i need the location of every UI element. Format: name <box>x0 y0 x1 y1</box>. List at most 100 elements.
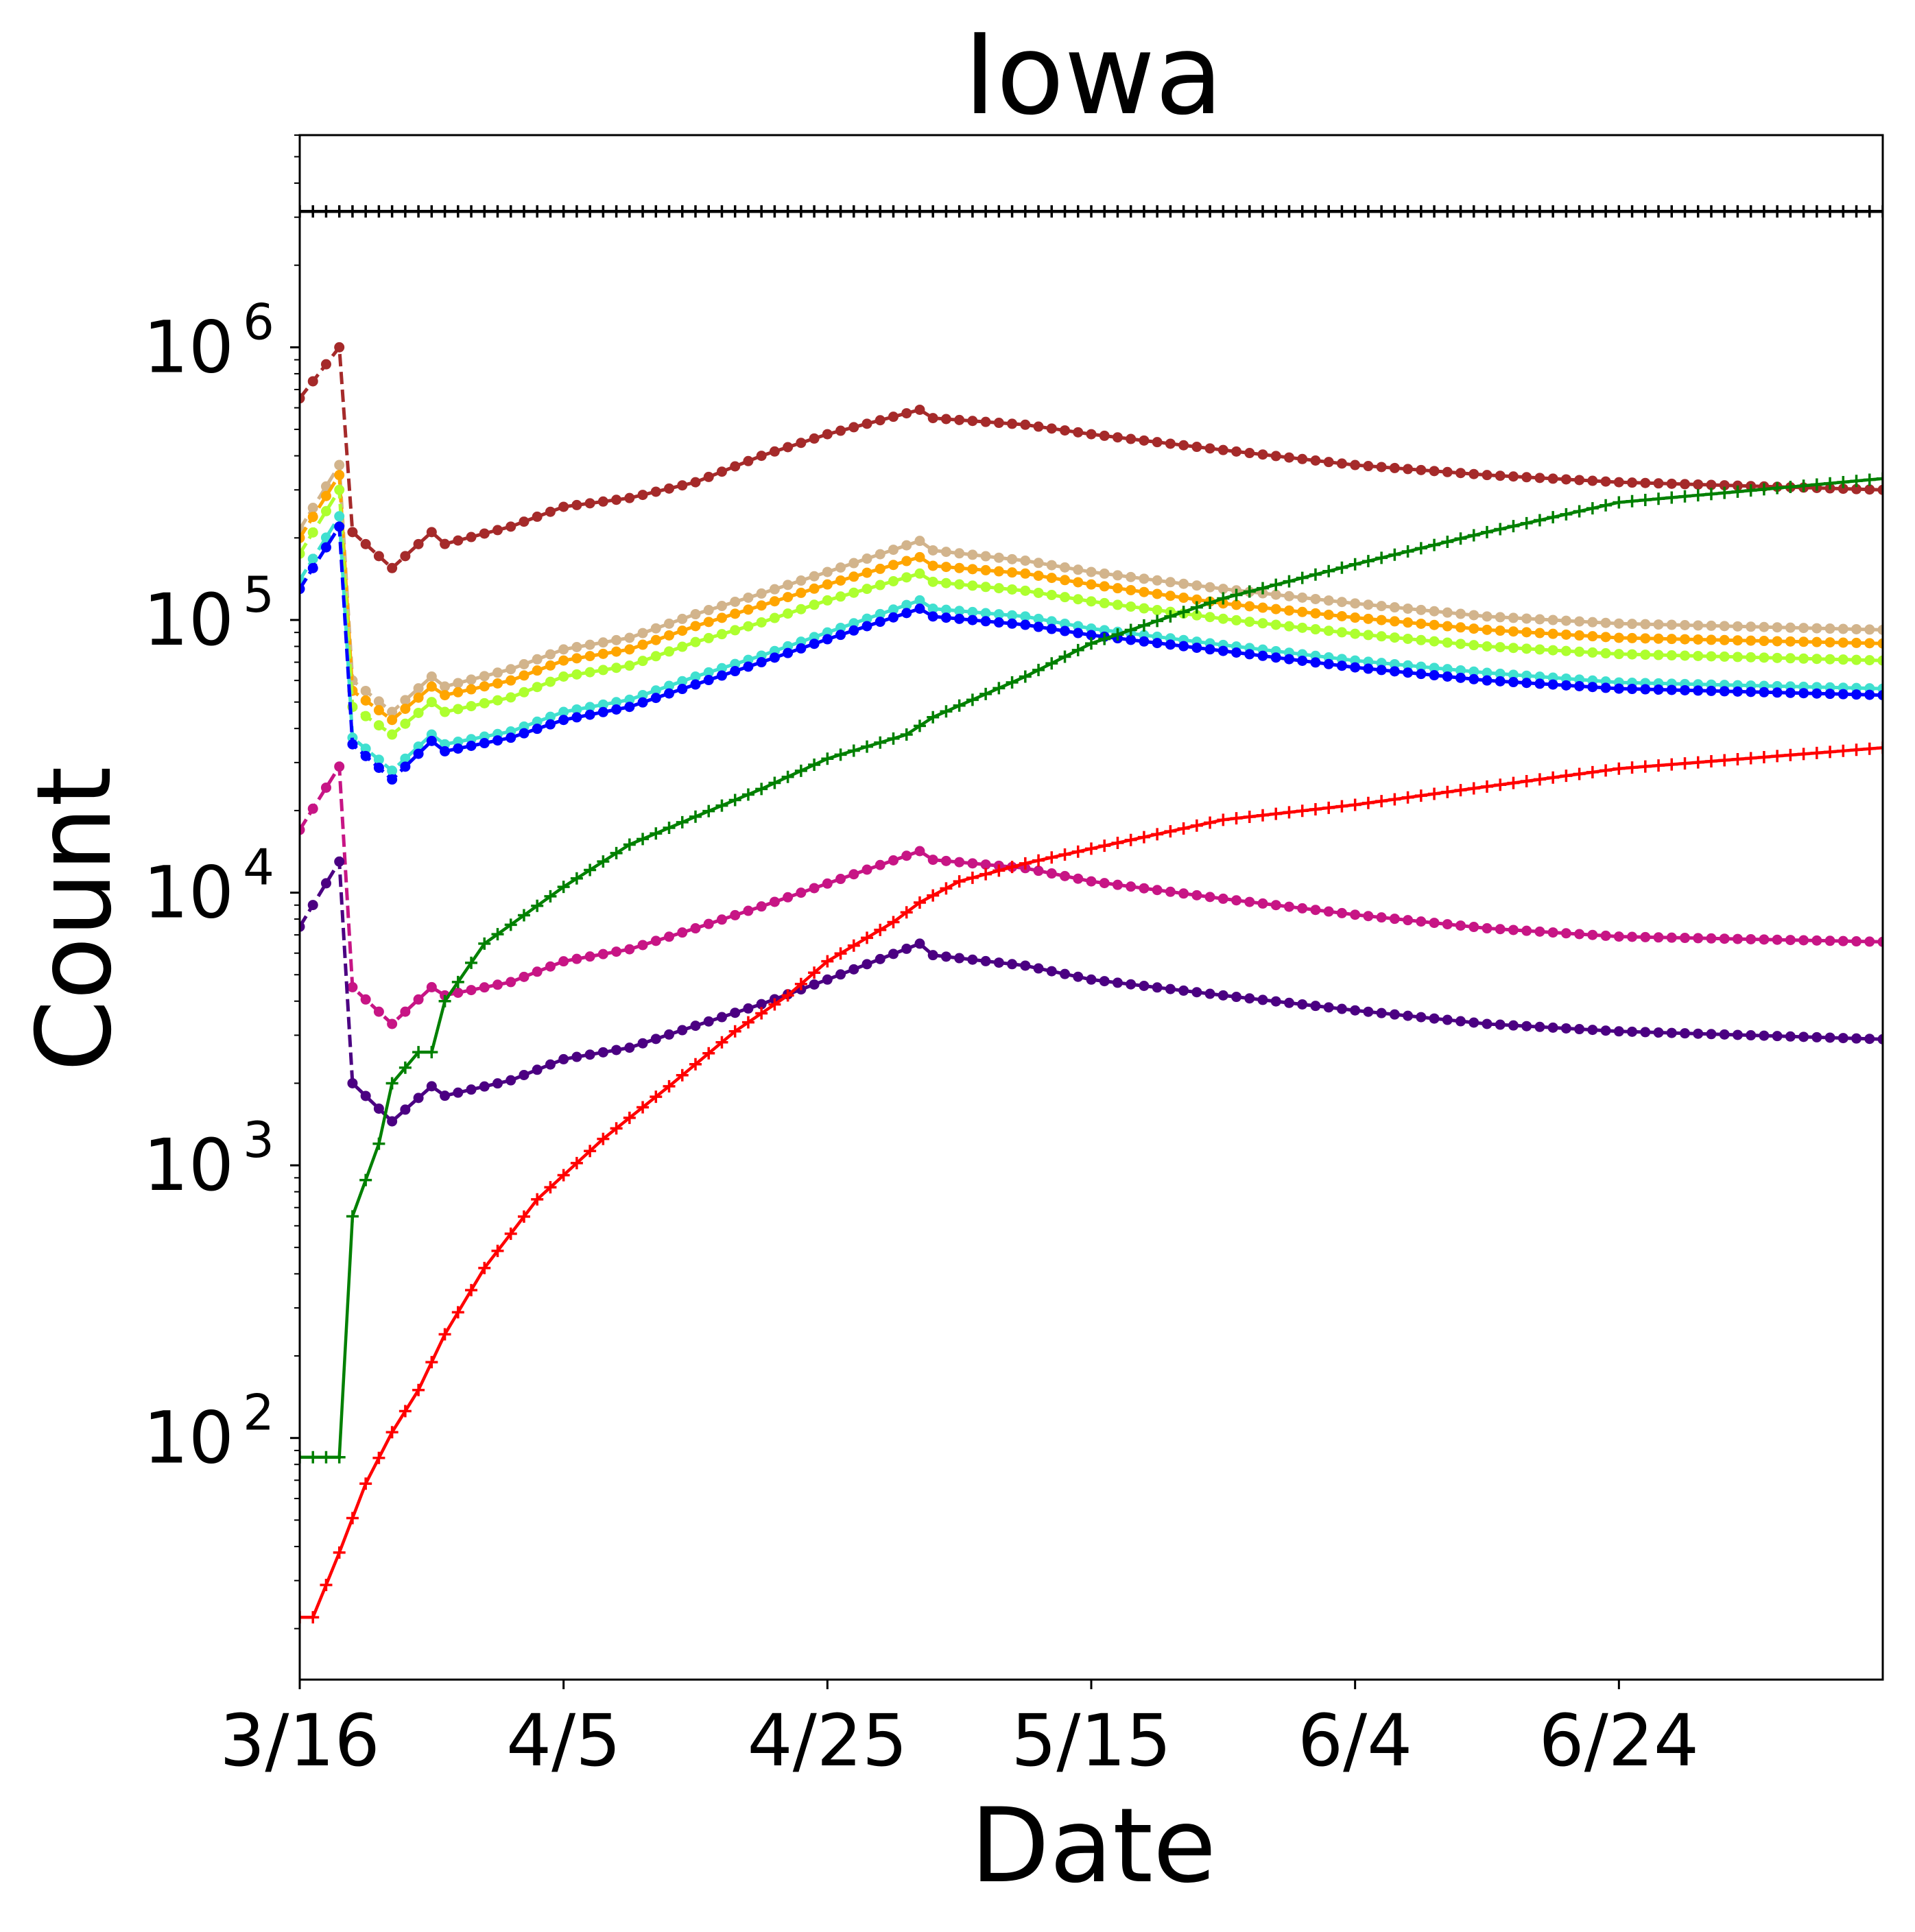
series-2-point <box>769 584 780 595</box>
series-2-point <box>1680 620 1690 631</box>
series-6-point <box>347 739 358 750</box>
series-6-point <box>1376 665 1387 676</box>
series-3-point <box>387 715 398 726</box>
series-4-point <box>426 697 437 708</box>
series-7-point <box>1785 935 1796 946</box>
series-3-point <box>1363 613 1374 624</box>
series-4-point <box>1455 639 1466 649</box>
y-tick-label: 10 <box>143 305 234 389</box>
series-7-point <box>1270 900 1281 911</box>
series-6-point <box>1811 688 1822 699</box>
series-0-point <box>1665 205 1678 218</box>
series-2-point <box>1284 591 1294 601</box>
series-10-point <box>1678 757 1691 770</box>
series-8-point <box>320 878 331 889</box>
series-9-point <box>1045 657 1058 670</box>
series-2-point <box>611 634 622 645</box>
series-5-point <box>730 658 741 669</box>
series-8-point <box>1350 1005 1361 1016</box>
series-3-point <box>1508 626 1519 637</box>
x-tick-label: 4/5 <box>506 1699 621 1782</box>
series-5-point <box>914 595 925 606</box>
series-1-point <box>300 393 305 404</box>
series-1-point <box>532 511 543 522</box>
series-6-point <box>1837 689 1848 700</box>
series-6-point <box>1086 630 1097 641</box>
series-9-point <box>781 770 794 783</box>
series-4-point <box>861 584 872 595</box>
series-6-point <box>848 625 859 636</box>
series-4-point <box>1508 643 1519 654</box>
series-7-point <box>637 940 648 951</box>
series-8-point <box>1046 966 1057 977</box>
series-10-point <box>1797 748 1810 761</box>
series-9-point <box>1137 619 1150 632</box>
series-2-point <box>440 681 451 692</box>
series-1-point <box>783 442 794 453</box>
series-9-point <box>966 693 979 706</box>
series-8-point <box>1482 1018 1492 1029</box>
series-8-point <box>1217 990 1228 1001</box>
series-2-point <box>1046 560 1057 571</box>
series-10-point <box>834 947 847 960</box>
series-6-point <box>1257 650 1268 661</box>
series-0-point <box>1533 205 1546 218</box>
series-8-point <box>597 1047 608 1058</box>
series-1-point <box>769 446 780 457</box>
series-0-point <box>1639 205 1652 218</box>
series-7-point <box>360 994 371 1005</box>
series-7-point <box>1600 930 1611 941</box>
series-1-point <box>1508 471 1519 482</box>
series-0-point <box>715 205 728 218</box>
series-2-point <box>360 685 371 696</box>
series-2-point <box>822 567 833 577</box>
series-8-point <box>1455 1016 1466 1027</box>
series-3-point <box>637 639 648 650</box>
series-9-point <box>1533 514 1546 527</box>
series-7-point <box>848 869 859 880</box>
series-10-point <box>676 1069 689 1082</box>
series-1-point <box>1020 419 1031 430</box>
series-10-point <box>544 1181 557 1194</box>
series-8-point <box>1613 1026 1624 1037</box>
series-3-point <box>505 675 516 686</box>
series-3-point <box>1613 632 1624 643</box>
series-3-point <box>360 695 371 706</box>
series-4-point <box>940 577 951 588</box>
series-4-point <box>967 580 978 591</box>
series-6-point <box>1073 628 1084 639</box>
series-10 <box>300 741 1883 1624</box>
series-1-point <box>1086 429 1097 440</box>
series-2-point <box>1455 608 1466 619</box>
series-8-point <box>1640 1027 1651 1038</box>
series-4-point <box>835 591 846 602</box>
series-1-point <box>1560 474 1571 485</box>
series-0-point <box>346 205 359 218</box>
series-10-point <box>728 1025 741 1038</box>
series-3-point <box>1442 621 1453 632</box>
series-4-point <box>664 646 675 657</box>
series-1-point <box>1864 484 1875 495</box>
series-6-point <box>1126 634 1137 645</box>
series-4-point <box>440 706 451 717</box>
series-3-point <box>783 592 794 603</box>
series-0-point <box>900 205 913 218</box>
series-7-point <box>1284 901 1294 912</box>
series-3-point <box>1139 586 1150 597</box>
series-6-point <box>1416 669 1427 680</box>
series-9-point <box>623 838 636 851</box>
series-0-point <box>399 205 412 218</box>
series-6-point <box>1680 684 1690 695</box>
series-3-point <box>716 612 727 623</box>
series-9-point <box>465 956 478 969</box>
series-4-point <box>1099 597 1110 608</box>
series-6-point <box>861 621 872 632</box>
series-2-point <box>1495 612 1506 623</box>
series-1-point <box>1007 418 1018 429</box>
series-5-point <box>703 667 714 678</box>
series-5-point <box>954 606 965 617</box>
series-10-point <box>1309 803 1322 816</box>
series-8-point <box>347 1077 358 1088</box>
series-0-point <box>1678 205 1691 218</box>
